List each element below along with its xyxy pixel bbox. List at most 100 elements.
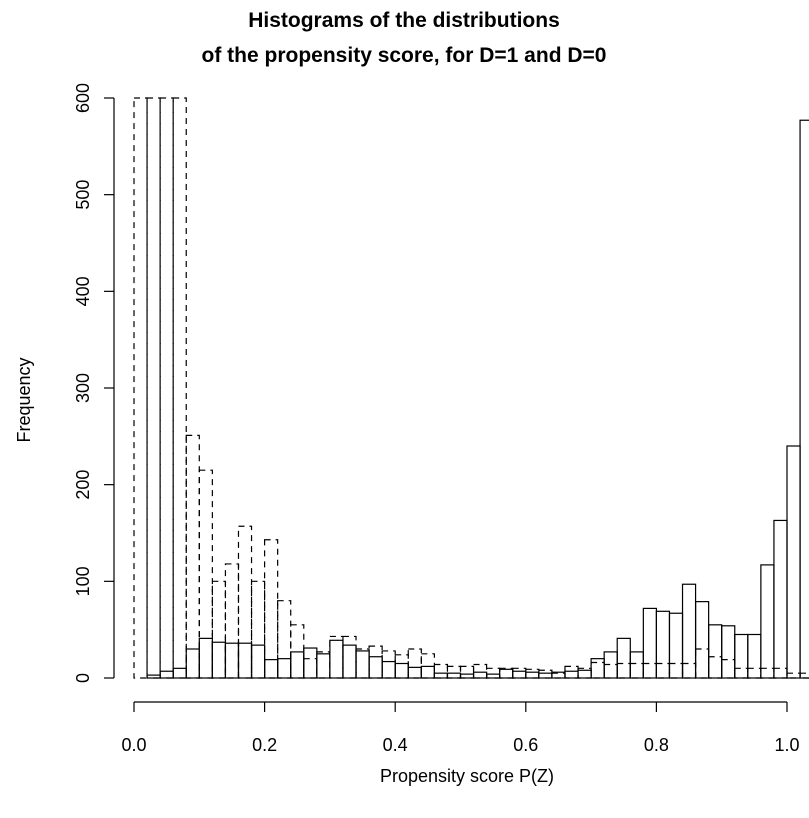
d1-bar xyxy=(407,666,422,679)
d0-bar xyxy=(250,580,266,679)
x-tick-label: 0.6 xyxy=(513,735,538,755)
d1-bar xyxy=(786,445,801,679)
d1-bar xyxy=(590,658,605,679)
d0-bar xyxy=(433,663,449,679)
d0-bar xyxy=(773,667,788,679)
d1-bar xyxy=(290,651,305,679)
d0-bar xyxy=(512,667,527,679)
d0-bar xyxy=(655,662,671,679)
x-axis-label: Propensity score P(Z) xyxy=(380,766,554,786)
d0-bar xyxy=(394,654,409,679)
d0-bar xyxy=(564,665,579,679)
y-axis: 0 100 200 300 400 500 600 xyxy=(73,83,115,683)
d0-bar xyxy=(211,580,227,679)
d1-bar xyxy=(368,656,383,679)
d1-bar xyxy=(224,642,240,679)
d1-bar xyxy=(525,671,540,679)
d1-bar xyxy=(342,644,357,679)
d1-bar xyxy=(433,672,449,679)
d1-bar xyxy=(159,670,174,679)
d1-bar xyxy=(277,658,292,679)
d0-bar xyxy=(603,663,618,679)
d1-bar xyxy=(799,119,809,679)
d1-bar xyxy=(734,633,749,679)
d1-bar xyxy=(355,650,370,679)
y-tick-label: 200 xyxy=(73,470,93,500)
y-tick-label: 600 xyxy=(73,83,93,113)
y-tick-label: 100 xyxy=(73,566,93,596)
d0-bar xyxy=(486,667,501,679)
d0-bar xyxy=(616,662,631,679)
d0-bar xyxy=(799,672,809,679)
d1-bar xyxy=(486,673,501,679)
d0-bar xyxy=(590,661,605,679)
x-tick-label: 0.4 xyxy=(383,735,408,755)
d1-bar xyxy=(629,651,644,679)
d0-bar xyxy=(459,665,475,679)
d0-bar xyxy=(277,600,292,679)
d0-bar xyxy=(264,539,279,679)
d0-bar xyxy=(198,469,213,679)
series-d1-bars xyxy=(146,119,809,679)
chart-title-line-2: of the propensity score, for D=1 and D=0 xyxy=(202,44,607,67)
d1-bar xyxy=(694,601,710,679)
y-tick-label: 300 xyxy=(73,373,93,403)
d1-bar xyxy=(668,612,684,679)
d1-bar xyxy=(303,647,318,679)
d1-bar xyxy=(577,669,592,679)
d1-bar xyxy=(446,672,462,679)
x-tick-label: 0.2 xyxy=(252,735,277,755)
y-axis-label: Frequency xyxy=(14,357,34,442)
d1-bar xyxy=(721,625,736,679)
y-tick-label: 0 xyxy=(73,673,93,683)
d1-bar xyxy=(773,519,788,679)
d0-bar xyxy=(734,667,749,679)
d0-bar xyxy=(472,663,488,679)
d0-bar xyxy=(355,648,370,679)
d0-bar xyxy=(760,667,775,679)
d1-bar xyxy=(394,662,409,679)
x-tick-label: 1.0 xyxy=(774,735,799,755)
d1-bar xyxy=(564,670,579,679)
x-axis: 0.0 0.2 0.4 0.6 0.8 1.0 xyxy=(121,701,800,755)
d0-bar xyxy=(525,668,540,679)
d0-bar xyxy=(224,563,240,679)
d1-bar xyxy=(747,633,762,679)
d1-bar xyxy=(760,564,775,679)
d0-bar xyxy=(446,665,462,679)
d0-bar xyxy=(708,656,723,679)
d1-bar xyxy=(708,624,723,679)
d1-bar xyxy=(472,671,488,679)
d1-bar xyxy=(381,660,396,679)
d0-bar xyxy=(303,658,318,679)
chart-title-line-1: Histograms of the distributions xyxy=(248,9,560,32)
d1-bar xyxy=(616,637,631,679)
d1-bar xyxy=(264,659,279,679)
d1-bar xyxy=(655,610,671,679)
d0-bar xyxy=(668,662,684,679)
d1-bar xyxy=(642,607,658,679)
d1-bar xyxy=(237,642,253,679)
d1-bar xyxy=(172,667,187,679)
series-d0-bars xyxy=(133,97,809,679)
d1-bar xyxy=(250,644,266,679)
d0-bar xyxy=(342,635,357,679)
d1-bar xyxy=(538,672,553,679)
d1-bar xyxy=(146,674,161,679)
d0-bar xyxy=(629,662,644,679)
d0-bar xyxy=(159,97,174,679)
y-tick-label: 400 xyxy=(73,276,93,306)
d1-bar xyxy=(185,648,200,679)
d1-bar xyxy=(316,653,331,679)
d0-bar xyxy=(407,648,422,679)
d1-bar xyxy=(198,637,213,679)
d1-bar xyxy=(512,670,527,679)
d0-bar xyxy=(551,672,566,679)
d0-bar xyxy=(237,525,253,679)
d0-bar xyxy=(368,645,383,679)
d0-bar xyxy=(316,651,331,679)
d0-bar xyxy=(329,635,344,679)
x-tick-label: 0.8 xyxy=(644,735,669,755)
d0-bar xyxy=(642,662,658,679)
